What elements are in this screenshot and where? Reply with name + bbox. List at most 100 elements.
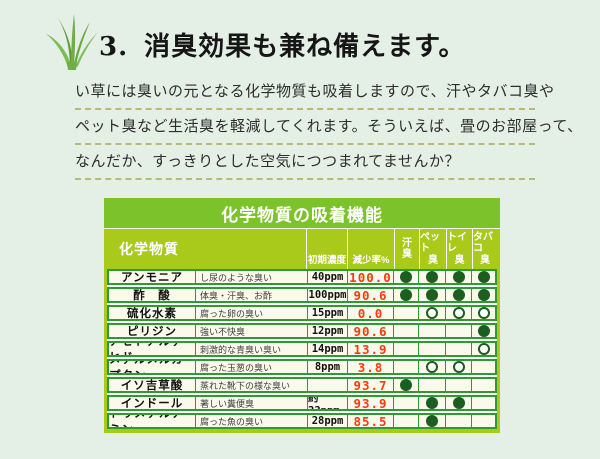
tobacco-odor-mark-cell <box>471 361 495 373</box>
odor-description-cell: 腐った卵の臭い <box>195 307 307 319</box>
toilet-odor-mark-cell <box>445 289 471 301</box>
odor-description-cell: 強い不快臭 <box>195 325 307 337</box>
header-odor-line: トイレ <box>447 231 467 255</box>
open-circle-icon <box>452 361 465 373</box>
reduction-rate-cell: 90.6 <box>347 289 393 301</box>
header-odor-sweat: 汗 臭 <box>394 229 419 269</box>
sweat-odor-mark-cell <box>393 289 418 301</box>
sweat-odor-mark-cell <box>393 361 418 373</box>
odor-description-cell: 体臭・汗臭、お酢 <box>195 289 307 301</box>
table-row: 酢 酸 体臭・汗臭、お酢 100ppm 90.6 <box>107 287 497 303</box>
reduction-rate-cell: 90.6 <box>347 325 393 337</box>
substance-name-cell: インドール <box>120 398 184 409</box>
reduction-rate-cell: 13.9 <box>347 343 393 355</box>
sweat-odor-mark-cell <box>393 307 418 319</box>
odor-description-cell: 刺激的な青臭い臭い <box>195 343 307 355</box>
odor-description-cell: 著しい糞便臭 <box>195 397 307 409</box>
tobacco-odor-mark-cell <box>471 379 495 391</box>
header-reduction-rate: 減少率% <box>347 229 394 269</box>
reduction-rate-cell: 85.5 <box>347 415 393 427</box>
toilet-odor-mark-cell <box>445 343 471 355</box>
header-odor-line: 臭 <box>454 254 465 266</box>
filled-dot-icon <box>426 289 438 301</box>
open-circle-icon <box>477 307 490 319</box>
toilet-odor-mark-cell <box>445 361 471 373</box>
substance-name-cell: アセトアルデヒド <box>109 343 195 355</box>
filled-dot-icon <box>477 289 490 301</box>
intro-line: ペット臭など生活臭を軽減してくれます。そういえば、畳のお部屋って、 <box>75 113 582 145</box>
sweat-odor-mark-cell <box>393 271 418 283</box>
table-row: ピリジン 強い不快臭 12ppm 90.6 <box>107 323 497 339</box>
tobacco-odor-mark-cell <box>471 397 495 409</box>
table-row: メチルメルカプタン 腐った玉葱の臭い 8ppm 3.8 <box>107 359 497 375</box>
tobacco-odor-mark-cell <box>471 307 495 319</box>
sweat-odor-mark-cell <box>393 415 418 427</box>
substance-name-cell: トリメチルアミン <box>109 415 195 427</box>
initial-concentration-cell: 14ppm <box>307 343 347 355</box>
toilet-odor-mark-cell <box>445 415 471 427</box>
filled-dot-icon <box>426 415 438 427</box>
substance-name-cell: 硫化水素 <box>127 308 177 319</box>
toilet-odor-mark-cell <box>445 271 471 283</box>
filled-dot-icon <box>477 271 490 283</box>
header-odor-line: ペット <box>420 231 440 255</box>
header-odor-line: 臭 <box>428 254 438 266</box>
grass-icon <box>46 14 98 70</box>
pet-odor-mark-cell <box>418 397 445 409</box>
pet-odor-mark-cell <box>418 325 445 337</box>
header-odor-line: 臭 <box>402 249 412 260</box>
header-odor-tobacco: タバコ 臭 <box>472 229 497 269</box>
header-odor-pet: ペット 臭 <box>419 229 446 269</box>
header-odor-line: 臭 <box>480 254 490 266</box>
header-substance: 化学物質 <box>119 241 179 257</box>
substance-name-cell: イソ吉草酸 <box>120 380 184 391</box>
sweat-odor-mark-cell <box>393 343 418 355</box>
intro-line: い草には臭いの元となる化学物質も吸着しますので、汗やタバコ臭や <box>75 78 554 110</box>
filled-dot-icon <box>477 325 490 337</box>
pet-odor-mark-cell <box>418 307 445 319</box>
pet-odor-mark-cell <box>418 379 445 391</box>
initial-concentration-cell: 40ppm <box>307 271 347 283</box>
open-circle-icon <box>426 307 438 319</box>
sweat-odor-mark-cell <box>393 325 418 337</box>
odor-description-cell: 腐った玉葱の臭い <box>195 361 307 373</box>
pet-odor-mark-cell <box>418 361 445 373</box>
pet-odor-mark-cell <box>418 415 445 427</box>
sweat-odor-mark-cell <box>393 379 418 391</box>
substance-name-cell: ピリジン <box>127 326 177 337</box>
initial-concentration-cell <box>307 379 347 391</box>
header-odor-line: 汗 <box>402 237 412 249</box>
table-row: アンモニア し尿のような臭い 40ppm 100.0 <box>107 269 497 285</box>
sweat-odor-mark-cell <box>393 397 418 409</box>
table-header-row: 化学物質 初期濃度 減少率% 汗 臭 ペット 臭 トイレ 臭 タバコ 臭 <box>104 229 500 269</box>
reduction-rate-cell: 93.7 <box>347 379 393 391</box>
tobacco-odor-mark-cell <box>471 325 495 337</box>
toilet-odor-mark-cell <box>445 307 471 319</box>
reduction-rate-cell: 0.0 <box>347 307 393 319</box>
odor-description-cell: 腐った魚の臭い <box>195 415 307 427</box>
header-odor-toilet: トイレ 臭 <box>446 229 472 269</box>
open-circle-icon <box>452 307 465 319</box>
tobacco-odor-mark-cell <box>471 415 495 427</box>
tobacco-odor-mark-cell <box>471 271 495 283</box>
filled-dot-icon <box>426 271 438 283</box>
absorption-table: 化学物質の吸着機能 化学物質 初期濃度 減少率% 汗 臭 ペット 臭 トイレ 臭… <box>104 198 500 433</box>
pet-odor-mark-cell <box>418 343 445 355</box>
initial-concentration-cell: 約33ppm <box>307 397 347 409</box>
reduction-rate-cell: 100.0 <box>347 271 393 283</box>
intro-line: なんだか、すっきりとした空気につつまれてませんか？ <box>75 148 535 180</box>
table-row: インドール 著しい糞便臭 約33ppm 93.9 <box>107 395 497 411</box>
header-odor-line: タバコ <box>473 231 493 255</box>
odor-description-cell: し尿のような臭い <box>195 271 307 283</box>
filled-dot-icon <box>452 397 465 409</box>
table-row: 硫化水素 腐った卵の臭い 15ppm 0.0 <box>107 305 497 321</box>
table-row: イソ吉草酸 蒸れた靴下の様な臭い 93.7 <box>107 377 497 393</box>
filled-dot-icon <box>452 271 465 283</box>
substance-name-cell: メチルメルカプタン <box>109 361 195 373</box>
reduction-rate-cell: 3.8 <box>347 361 393 373</box>
table-title: 化学物質の吸着機能 <box>104 198 500 229</box>
tobacco-odor-mark-cell <box>471 289 495 301</box>
initial-concentration-cell: 12ppm <box>307 325 347 337</box>
table-body: アンモニア し尿のような臭い 40ppm 100.0 酢 酸 体臭・汗臭、お酢 … <box>107 269 497 429</box>
